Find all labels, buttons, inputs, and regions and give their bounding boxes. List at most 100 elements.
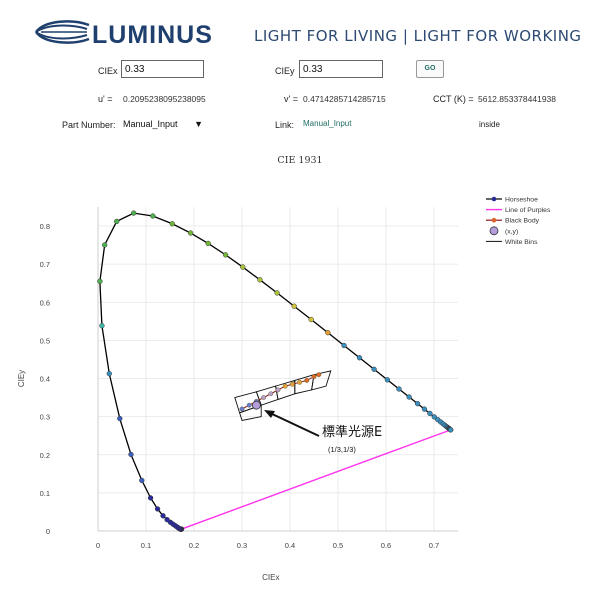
go-button[interactable]: GO xyxy=(416,60,444,78)
white-bin xyxy=(294,374,315,395)
horseshoe-point xyxy=(274,290,280,296)
legend-marker-xy xyxy=(489,226,499,236)
black-body-point xyxy=(311,374,317,379)
cct-value: 5612.853378441938 xyxy=(478,94,556,104)
x-tick-label: 0.4 xyxy=(285,541,295,550)
legend-label: (x,y) xyxy=(505,228,518,235)
horseshoe-point xyxy=(240,264,246,270)
black-body-point xyxy=(304,378,310,383)
y-tick-label: 0.3 xyxy=(40,413,50,422)
horseshoe-point xyxy=(106,371,112,377)
v-prime-label: v' = xyxy=(284,94,298,104)
legend-label: White Bins xyxy=(505,239,538,246)
black-body-point xyxy=(261,395,266,400)
horseshoe-point xyxy=(222,252,229,258)
horseshoe-point xyxy=(325,330,331,336)
u-prime-label: u' = xyxy=(98,94,113,104)
y-tick-label: 0 xyxy=(46,527,50,536)
black-body-point xyxy=(289,381,295,387)
x-axis-label: CIEx xyxy=(262,573,279,582)
black-body-point xyxy=(282,383,288,389)
horseshoe-point xyxy=(99,323,105,329)
horseshoe-point xyxy=(131,210,137,216)
line-of-purples xyxy=(181,429,451,530)
y-tick-label: 0.2 xyxy=(40,451,50,460)
horseshoe-point xyxy=(114,218,120,225)
chart-title: CIE 1931 xyxy=(277,155,323,166)
x-tick-label: 0 xyxy=(96,541,100,550)
x-tick-label: 0.6 xyxy=(381,541,391,550)
cct-label: CCT (K) = xyxy=(433,94,474,104)
part-number-value: Manual_Input xyxy=(123,119,178,129)
part-number-select[interactable]: Manual_Input ▼ xyxy=(123,116,205,132)
horseshoe-point xyxy=(308,316,314,323)
ciey-label: CIEy xyxy=(275,66,295,76)
horseshoe-point xyxy=(431,414,437,420)
black-body-point xyxy=(297,379,302,385)
link-label: Link: xyxy=(275,120,295,130)
horseshoe-point xyxy=(427,410,433,417)
horseshoe-point xyxy=(128,451,134,458)
horseshoe-curve xyxy=(99,212,452,530)
horseshoe-point xyxy=(371,366,377,372)
u-prime-value: 0.2095238095238095 xyxy=(123,94,206,104)
x-tick-label: 0.2 xyxy=(189,541,199,550)
horseshoe-point xyxy=(169,221,175,227)
annotation-text: 標準光源E xyxy=(322,424,382,440)
horseshoe-point xyxy=(396,386,402,392)
part-number-label: Part Number: xyxy=(62,120,116,130)
v-prime-value: 0.4714285714285715 xyxy=(303,94,386,104)
annotation-arrowhead xyxy=(264,410,275,418)
black-body-point xyxy=(246,402,252,408)
annotation-subtext: (1/3,1/3) xyxy=(328,445,356,454)
horseshoe-point xyxy=(102,242,108,248)
y-axis-label: CIEy xyxy=(17,370,26,387)
x-tick-label: 0.1 xyxy=(141,541,151,550)
y-tick-label: 0.1 xyxy=(40,489,50,498)
horseshoe-point xyxy=(257,277,263,283)
ciex-label: CIEx xyxy=(98,66,118,76)
horseshoe-point xyxy=(341,342,347,349)
black-body-point xyxy=(239,406,245,412)
luminus-logo-icon xyxy=(35,20,90,44)
horseshoe-point xyxy=(384,377,391,383)
xy-point xyxy=(251,400,261,410)
inside-status: inside xyxy=(479,120,500,129)
x-tick-label: 0.7 xyxy=(429,541,439,550)
y-tick-label: 0.4 xyxy=(40,375,50,384)
dropdown-arrow-icon: ▼ xyxy=(194,119,203,129)
horseshoe-point xyxy=(97,278,103,285)
horseshoe-point xyxy=(356,355,363,361)
black-body-point xyxy=(275,387,281,393)
horseshoe-point xyxy=(160,513,166,519)
tagline: LIGHT FOR LIVING | LIGHT FOR WORKING xyxy=(254,27,582,45)
horseshoe-point xyxy=(406,394,412,400)
y-tick-label: 0.6 xyxy=(40,298,50,307)
ciex-input[interactable] xyxy=(121,60,204,78)
legend-marker-blackbody xyxy=(491,217,497,223)
brand-name: LUMINUS xyxy=(92,21,213,49)
ciey-input[interactable] xyxy=(299,60,383,78)
horseshoe-point xyxy=(448,427,454,433)
legend-label: Black Body xyxy=(505,218,540,225)
horseshoe-point xyxy=(421,406,428,412)
black-body-point xyxy=(268,391,274,397)
legend-label: Line of Purples xyxy=(505,207,551,214)
y-tick-label: 0.5 xyxy=(40,336,50,345)
part-link[interactable]: Manual_Input xyxy=(303,119,352,128)
horseshoe-point xyxy=(291,303,297,309)
horseshoe-point xyxy=(187,230,194,236)
horseshoe-point xyxy=(117,415,123,422)
horseshoe-point xyxy=(150,213,156,219)
annotation-arrow xyxy=(269,412,320,437)
horseshoe-point xyxy=(147,495,154,501)
x-tick-label: 0.5 xyxy=(333,541,343,550)
x-tick-label: 0.3 xyxy=(237,541,247,550)
y-tick-label: 0.7 xyxy=(40,260,50,269)
horseshoe-point xyxy=(154,506,161,512)
white-bin xyxy=(311,370,332,391)
legend-label: Horseshoe xyxy=(505,197,538,204)
header: LUMINUS LIGHT FOR LIVING | LIGHT FOR WOR… xyxy=(0,0,600,56)
legend-marker-horseshoe xyxy=(491,196,497,202)
